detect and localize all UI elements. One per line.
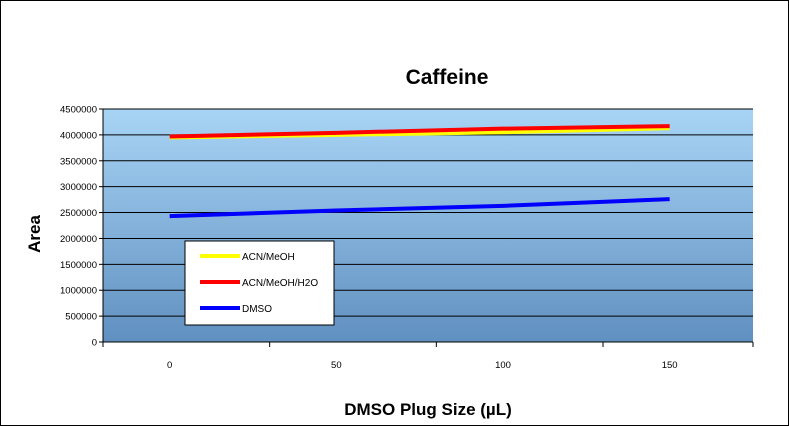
- chart-title: Caffeine: [406, 66, 489, 89]
- y-axis-ticks: 0 500000 1000000 1500000 2000000 2500000 30000…: [60, 105, 103, 349]
- y-tick-label: 3500000: [60, 156, 97, 167]
- y-tick-label: 0: [92, 338, 97, 349]
- legend-label: ACN/MeOH: [242, 252, 295, 263]
- x-tick-label: 0: [167, 360, 172, 371]
- y-tick-label: 1000000: [60, 286, 97, 297]
- legend-label: ACN/MeOH/H2O: [242, 278, 318, 289]
- x-tick-label: 50: [331, 360, 342, 371]
- legend: ACN/MeOH ACN/MeOH/H2O DMSO: [184, 240, 335, 326]
- y-tick-label: 2500000: [60, 208, 97, 219]
- y-tick-label: 500000: [65, 312, 97, 323]
- series-line-1: [169, 124, 670, 139]
- y-tick-label: 4500000: [60, 105, 97, 116]
- y-tick-label: 3000000: [60, 182, 97, 193]
- legend-label: DMSO: [242, 304, 272, 315]
- x-tick-label: 150: [662, 360, 678, 371]
- x-axis-title: DMSO Plug Size (µL): [344, 400, 512, 419]
- y-tick-label: 2000000: [60, 234, 97, 245]
- y-axis-title: Area: [25, 215, 44, 253]
- series-line-2: [169, 197, 670, 219]
- x-axis-ticks: 0 50 100 150: [102, 342, 754, 371]
- x-tick-label: 100: [495, 360, 511, 371]
- series-lines: [169, 124, 670, 219]
- y-tick-label: 1500000: [60, 260, 97, 271]
- y-tick-label: 4000000: [60, 130, 97, 141]
